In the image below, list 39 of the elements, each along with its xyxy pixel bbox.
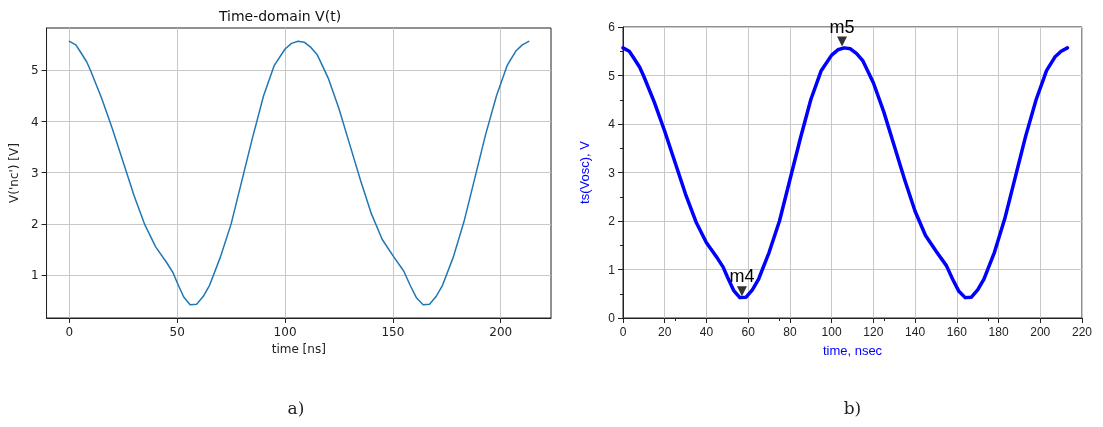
- x-tick-label: 200: [1030, 325, 1051, 339]
- y-tick-label: 5: [608, 68, 616, 83]
- y-tick-label: 6: [608, 20, 616, 34]
- y-tick-label: 1: [30, 268, 39, 283]
- x-tick-label: 0: [619, 325, 627, 339]
- y-tick-label: 3: [30, 165, 39, 180]
- y-tick-label: 5: [30, 63, 39, 78]
- y-axis-title: ts(Vosc), V: [577, 140, 592, 204]
- x-tick-label: 60: [741, 325, 756, 339]
- annotation: m5: [829, 16, 855, 37]
- x-tick-label: 20: [658, 325, 672, 339]
- line-series: [68, 40, 530, 306]
- x-tick-label: 100: [273, 325, 297, 339]
- x-tick-label: 80: [783, 325, 797, 339]
- y-tick-label: 1: [608, 262, 616, 277]
- y-tick-label: 0: [608, 311, 616, 325]
- y-tick-label: 2: [30, 216, 39, 231]
- y-axis-title: V('nc') [V]: [7, 143, 21, 203]
- x-tick-label: 200: [489, 325, 513, 339]
- x-tick-label: 50: [169, 325, 185, 339]
- x-tick-label: 40: [699, 325, 714, 339]
- x-tick-label: 160: [946, 325, 968, 339]
- x-axis-title: time [ns]: [271, 341, 326, 356]
- chart-title: Time-domain V(t): [217, 8, 342, 24]
- x-tick-label: 150: [381, 325, 405, 339]
- y-tick-label: 4: [608, 117, 616, 131]
- y-tick-label: 4: [30, 114, 39, 129]
- text: a): [286, 398, 306, 418]
- x-tick-label: 0: [65, 325, 74, 339]
- x-axis-title: time, nsec: [822, 343, 883, 358]
- y-tick-label: 2: [608, 214, 616, 228]
- x-tick-label: 140: [905, 325, 926, 339]
- y-tick-label: 3: [608, 165, 616, 180]
- x-tick-label: 100: [821, 325, 842, 339]
- x-tick-label: 220: [1071, 325, 1093, 339]
- x-tick-label: 180: [988, 325, 1009, 339]
- x-tick-label: 120: [863, 325, 884, 339]
- annotation: m4: [729, 266, 755, 287]
- text: b): [842, 398, 863, 418]
